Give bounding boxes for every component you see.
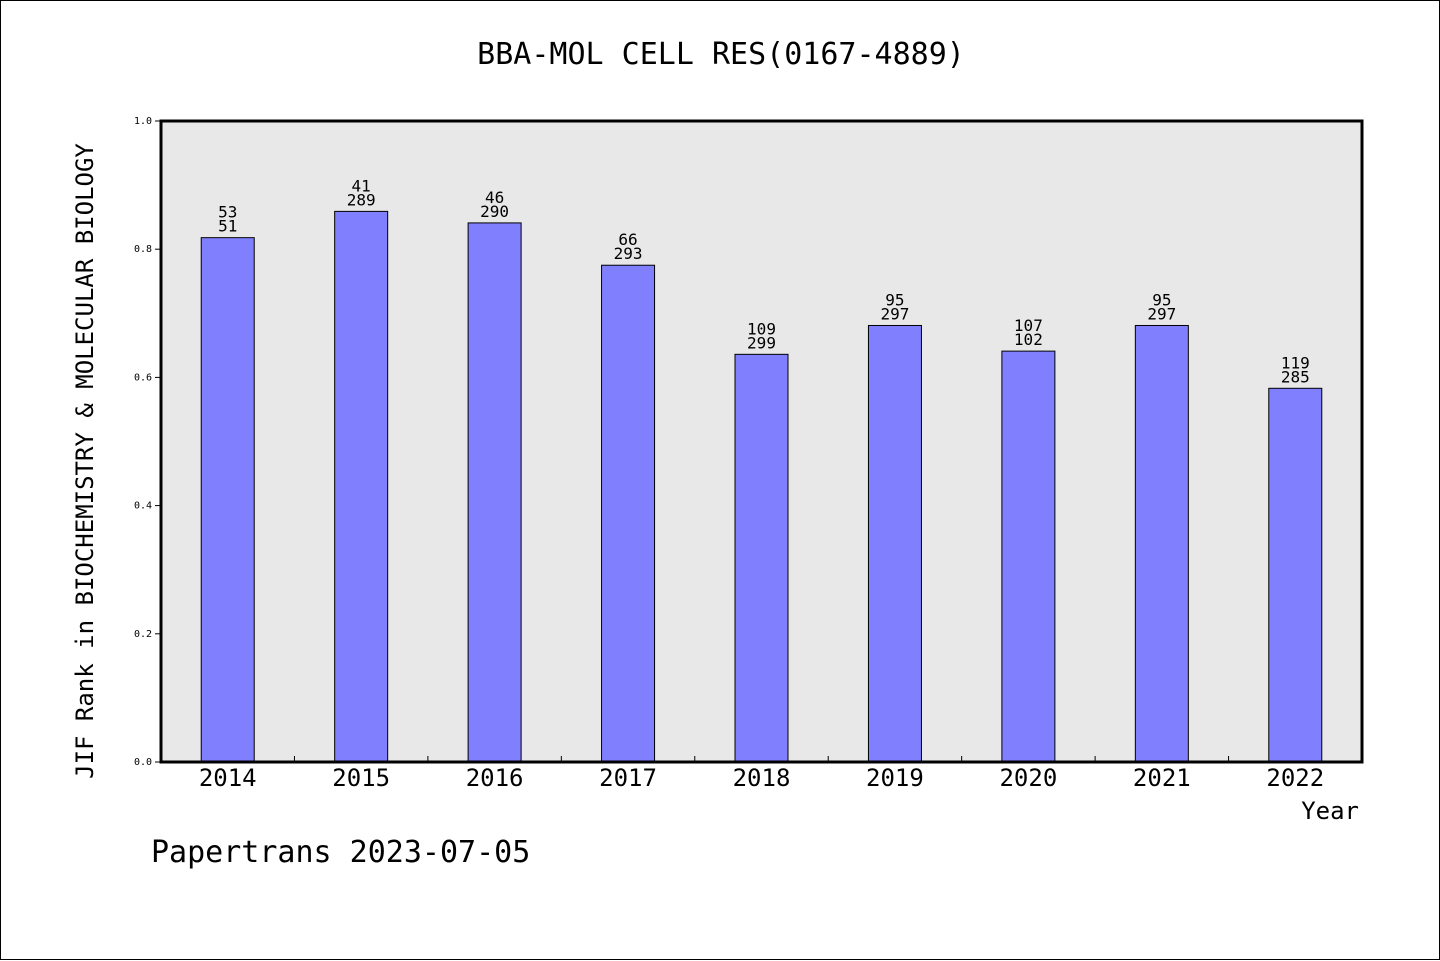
x-tick-label: 2020 (999, 764, 1057, 792)
bar (867, 324, 922, 763)
y-tick-label: 0.8 (134, 244, 152, 255)
bar-label-top: 53 (218, 203, 237, 222)
bar (734, 353, 789, 763)
bar-label-bottom: 285 (1281, 367, 1310, 386)
x-tick-label: 2018 (733, 764, 791, 792)
bar-label-bottom: 51 (218, 217, 237, 236)
chart-title: BBA-MOL CELL RES(0167-4889) (477, 37, 965, 72)
plot-border (159, 119, 1364, 764)
bar-label-top: 95 (1152, 290, 1171, 309)
x-tick-label: 2021 (1133, 764, 1191, 792)
bar-label-bottom: 290 (480, 202, 509, 221)
bar-label-top: 41 (352, 176, 371, 195)
bar (467, 222, 522, 763)
bar-label-bottom: 293 (614, 244, 643, 263)
bar-label-bottom: 297 (880, 304, 909, 323)
x-axis-label: Year (1301, 797, 1359, 825)
x-tick-label: 2022 (1266, 764, 1324, 792)
bar (1268, 387, 1323, 763)
bar (1134, 324, 1189, 763)
x-tick-label: 2019 (866, 764, 924, 792)
bar-label-bottom: 299 (747, 333, 776, 352)
bar (334, 210, 389, 763)
bar-label-top: 46 (485, 188, 504, 207)
y-tick-label: 0.4 (134, 501, 152, 512)
y-tick-label: 0.2 (134, 629, 152, 640)
bar (200, 237, 255, 763)
bar-label-bottom: 102 (1014, 330, 1043, 349)
y-tick-label: 1.0 (134, 116, 152, 127)
y-tick-label: 0.6 (134, 372, 152, 383)
bar-label-top: 109 (747, 319, 776, 338)
bar-label-top: 119 (1281, 353, 1310, 372)
footer-credit: Papertrans 2023-07-05 (151, 835, 531, 870)
bar-label-top: 95 (885, 290, 904, 309)
x-tick-label: 2017 (599, 764, 657, 792)
y-tick-label: 0.0 (134, 757, 152, 768)
bar-label-bottom: 289 (347, 190, 376, 209)
bar-label-bottom: 297 (1147, 304, 1176, 323)
bar-label-top: 66 (618, 230, 637, 249)
x-tick-label: 2016 (466, 764, 524, 792)
x-tick-label: 2015 (332, 764, 390, 792)
x-tick-label: 2014 (199, 764, 257, 792)
bar (1001, 350, 1056, 763)
bar (601, 264, 656, 763)
bar-label-top: 107 (1014, 316, 1043, 335)
